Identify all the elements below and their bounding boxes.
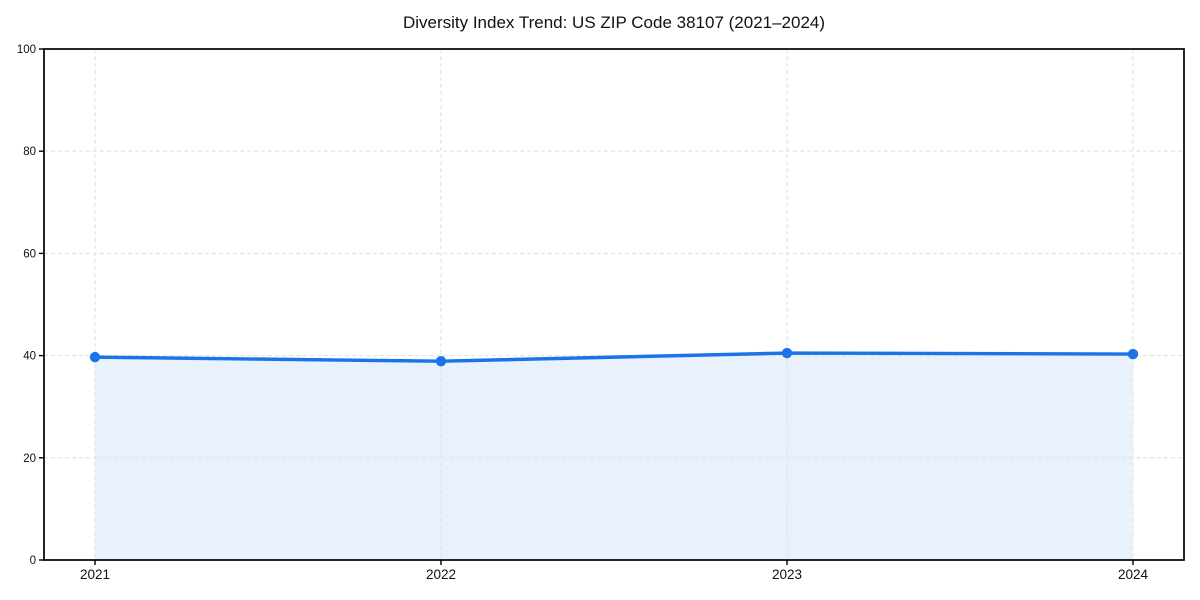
y-tick-label-40: 40	[23, 351, 36, 363]
chart-layers: 0 20 40 60 80 100 2021 2022 2023 2024	[17, 44, 1185, 582]
y-tick-label-100: 100	[17, 44, 36, 56]
y-tick-label-0: 0	[30, 555, 36, 567]
area-fill	[95, 353, 1133, 560]
chart-title: Diversity Index Trend: US ZIP Code 38107…	[403, 13, 825, 32]
data-point-2024	[1127, 348, 1139, 360]
x-tick-label-2021: 2021	[80, 567, 110, 582]
y-tick-label-60: 60	[23, 248, 36, 260]
data-point-2023	[781, 347, 793, 359]
axis-frame	[43, 48, 1185, 561]
x-tick-label-2024: 2024	[1118, 567, 1149, 582]
data-point-2021	[89, 351, 101, 363]
y-tick-label-80: 80	[23, 146, 36, 158]
trend-line	[93, 351, 1135, 363]
data-point-2022	[435, 356, 447, 367]
x-tick-label-2023: 2023	[772, 567, 802, 582]
x-tick-label-2022: 2022	[426, 567, 456, 582]
y-tick-label-20: 20	[23, 453, 36, 465]
